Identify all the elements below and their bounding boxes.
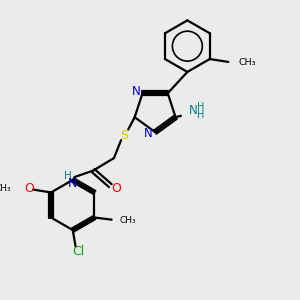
- Text: N: N: [68, 177, 77, 190]
- Text: O: O: [111, 182, 121, 195]
- Text: Cl: Cl: [72, 245, 85, 258]
- Text: CH₃: CH₃: [0, 184, 11, 194]
- Text: O: O: [24, 182, 34, 195]
- Text: N: N: [144, 127, 153, 140]
- Text: H: H: [64, 171, 72, 181]
- Text: S: S: [120, 129, 128, 142]
- Text: N: N: [189, 104, 198, 117]
- Text: CH₃: CH₃: [119, 216, 136, 225]
- Text: H: H: [197, 110, 204, 121]
- Text: H: H: [197, 102, 204, 112]
- Text: N: N: [132, 85, 140, 98]
- Text: CH₃: CH₃: [238, 58, 256, 67]
